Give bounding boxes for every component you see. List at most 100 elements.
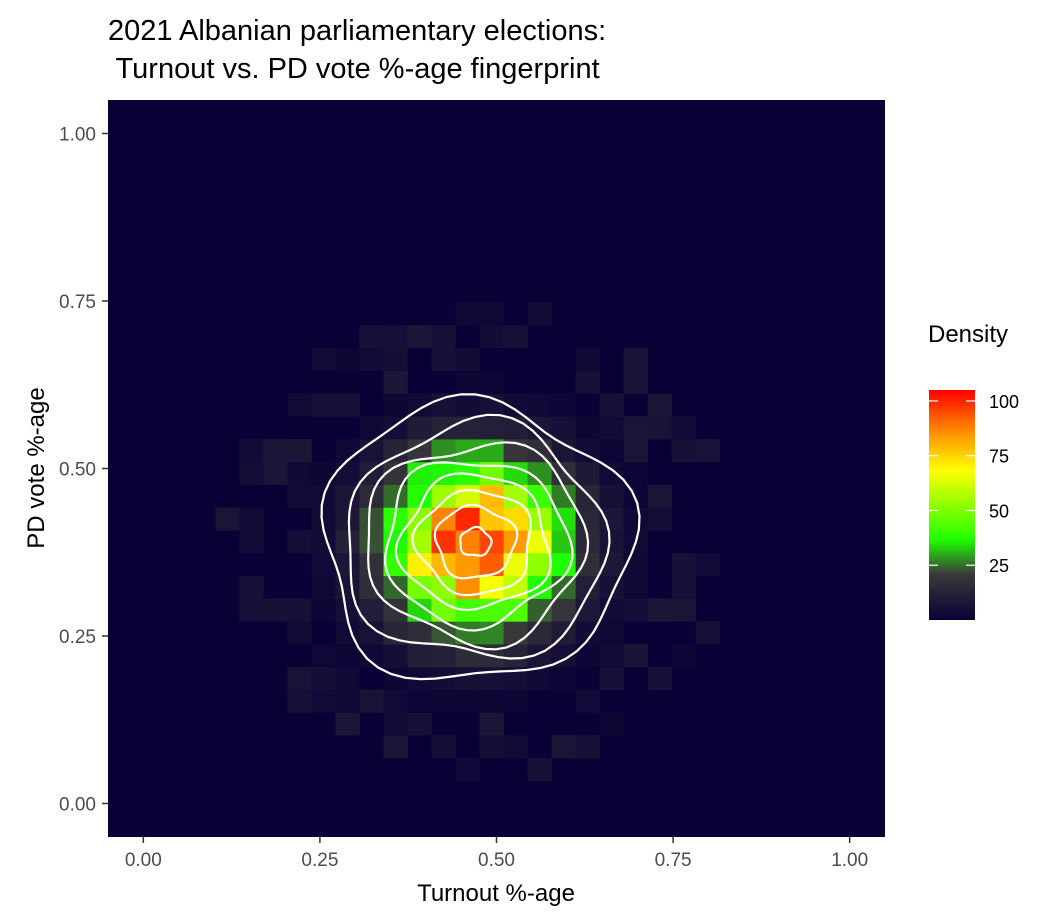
density-bin: [239, 439, 264, 463]
density-bin: [695, 621, 721, 645]
x-tick-label: 0.75: [655, 850, 692, 871]
density-bin: [407, 575, 432, 599]
density-bin: [479, 507, 504, 531]
density-bin: [623, 416, 649, 440]
density-bin: [359, 507, 384, 531]
density-bin: [599, 530, 625, 554]
x-axis: 0.00 0.25 0.50 0.75 1.00: [125, 837, 868, 871]
density-bin: [455, 507, 480, 531]
density-bin: [575, 461, 601, 485]
density-bin: [359, 689, 384, 713]
density-bin: [407, 712, 432, 736]
y-tick-label: 0.50: [59, 460, 96, 481]
density-bin: [311, 575, 336, 599]
density-bin: [431, 416, 456, 440]
density-bin: [479, 575, 504, 599]
density-bin: [455, 347, 480, 372]
density-bin: [455, 621, 480, 645]
density-bin: [479, 302, 504, 326]
density-bin: [695, 439, 721, 463]
density-bin: [575, 735, 601, 759]
density-bin: [551, 552, 577, 577]
density-bin: [431, 598, 456, 622]
density-bin: [479, 598, 504, 622]
density-bin: [359, 347, 384, 372]
density-bin: [455, 302, 480, 326]
density-bin: [359, 461, 384, 485]
density-bin: [479, 666, 504, 690]
legend-title: Density: [928, 321, 1008, 348]
density-bin: [575, 507, 601, 531]
density-bin: [431, 621, 456, 645]
density-bin: [407, 530, 432, 554]
density-bin: [671, 575, 697, 599]
density-bin: [527, 302, 552, 326]
density-bin: [359, 552, 384, 577]
density-bin: [503, 621, 528, 645]
density-bin: [503, 393, 528, 417]
density-bin: [527, 757, 552, 782]
density-bin: [431, 644, 456, 668]
density-bin: [263, 439, 288, 463]
density-bin: [383, 621, 408, 645]
density-bin: [407, 484, 432, 508]
density-bin: [599, 439, 625, 463]
density-bin: [335, 461, 360, 485]
contour-line: [433, 503, 519, 580]
density-bin: [407, 552, 432, 577]
density-bin: [455, 666, 480, 690]
density-bin: [287, 530, 312, 554]
density-bin: [695, 552, 721, 577]
density-bin: [575, 621, 601, 645]
density-bin: [623, 598, 649, 622]
density-bin: [455, 530, 480, 554]
density-bin: [479, 393, 504, 417]
density-bin: [383, 370, 408, 394]
x-tick-label: 1.00: [831, 850, 868, 871]
density-bin: [431, 484, 456, 508]
y-tick-label: 1.00: [59, 125, 96, 146]
density-bin: [503, 666, 528, 690]
density-bin: [575, 439, 601, 463]
density-bin: [503, 507, 528, 531]
density-bin: [287, 621, 312, 645]
density-bin: [407, 507, 432, 531]
x-tick-label: 0.00: [125, 850, 162, 871]
density-bin: [479, 416, 504, 440]
density-bin: [263, 598, 288, 622]
density-bin: [311, 347, 336, 372]
density-bin: [479, 689, 504, 713]
density-bin: [407, 598, 432, 622]
density-bin: [335, 712, 360, 736]
density-bin: [599, 666, 625, 690]
density-bin: [671, 416, 697, 440]
density-bin: [383, 552, 408, 577]
density-bin: [311, 666, 336, 690]
contour-line: [411, 488, 533, 597]
legend-tick-label: 100: [989, 392, 1019, 412]
density-bin: [383, 735, 408, 759]
density-bin: [407, 621, 432, 645]
y-tick-label: 0.25: [59, 627, 96, 648]
density-bin: [599, 644, 625, 668]
density-bin: [551, 461, 577, 485]
density-bin: [551, 484, 577, 508]
density-bin: [671, 644, 697, 668]
density-bin: [551, 416, 577, 440]
density-bin: [503, 689, 528, 713]
contour-line: [320, 393, 641, 681]
density-bin: [599, 712, 625, 736]
density-bin: [215, 507, 240, 531]
density-bin: [647, 484, 673, 508]
density-bin: [671, 439, 697, 463]
legend-tick-label: 75: [989, 447, 1009, 467]
density-bin: [335, 666, 360, 690]
contour-line: [459, 525, 493, 557]
density-bin: [359, 416, 384, 440]
contour-line: [347, 413, 611, 660]
density-bin: [431, 575, 456, 599]
density-bin: [407, 439, 432, 463]
legend-tick-label: 25: [989, 556, 1009, 576]
contour-line: [384, 461, 574, 632]
density-bin: [359, 439, 384, 463]
